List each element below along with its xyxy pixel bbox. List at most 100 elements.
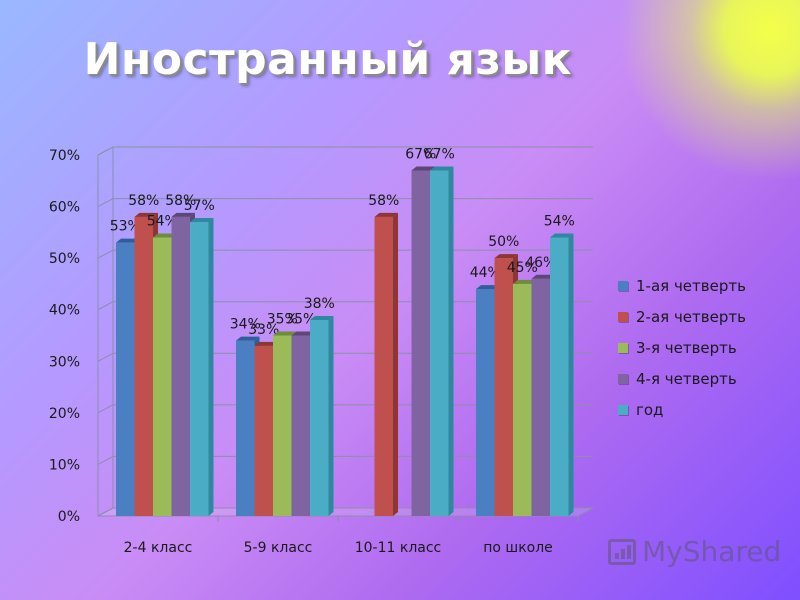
bar-side-2-3 [393,212,398,516]
legend-item-1: 1-ая четверть [618,270,746,301]
bar-side-5-4 [568,233,574,516]
data-label: 44% [470,265,501,281]
bar-top-4-2 [291,331,315,336]
data-label: 50% [488,234,519,250]
data-label: 35% [285,312,316,328]
bar-top-4-1 [171,212,195,217]
bar-1-1 [116,242,135,516]
bar-top-5-4 [550,233,574,238]
gridline-side [97,249,114,259]
y-tick-label: 0% [58,509,80,525]
legend-label-4: 4-я четверть [636,369,737,388]
bar-top-4-3 [411,166,435,171]
bar-1-2 [236,340,255,516]
data-label: 67% [424,146,455,162]
data-label: 57% [184,198,215,214]
bar-side-5-1 [208,218,214,517]
bar-side-5-3 [448,166,454,516]
presentation-board-icon [608,538,636,565]
legend-item-4: 4-я четверть [618,363,746,394]
y-tick-label: 10% [49,457,80,473]
bar-top-5-1 [190,218,214,223]
bar-top-1-4 [476,285,500,290]
data-label: 34% [230,317,261,333]
bar-2-3 [374,216,393,516]
data-label: 58% [368,193,399,209]
bar-top-2-4 [494,254,518,259]
bar-side-5-2 [328,316,334,516]
bar-2-4 [494,258,513,516]
bar-top-2-3 [374,212,398,217]
legend: 1-ая четверть 2-ая четверть 3-я четверть… [618,270,746,425]
bar-top-3-1 [153,233,177,238]
data-label: 54% [544,214,575,230]
bar-top-3-4 [513,279,537,284]
gridline-side [97,455,114,465]
x-tick-label: 5-9 класс [244,540,313,556]
bar-2-1 [134,216,153,516]
legend-swatch-2 [618,311,628,322]
data-label: 46% [525,255,556,271]
data-label: 35% [267,312,298,328]
x-tick-label: по школе [483,540,553,556]
gridline-side [97,507,114,517]
bar-4-1 [171,216,190,516]
bar-top-5-2 [310,316,334,321]
legend-swatch-3 [618,342,628,353]
gridline-side [97,352,114,362]
watermark: MyShared [608,535,781,568]
legend-swatch-1 [618,280,628,291]
bar-2-2 [254,345,273,516]
bar-top-1-2 [236,336,260,341]
data-label: 38% [304,296,335,312]
watermark-text: MyShared [642,535,782,568]
data-label: 67% [405,146,436,162]
y-tick-label: 50% [49,251,80,267]
bar-top-1-1 [116,238,140,243]
legend-label-5: год [636,400,664,419]
bar-5-4 [550,237,569,516]
bar-top-2-1 [134,212,158,217]
bar-3-1 [153,237,172,516]
data-label: 53% [110,219,141,235]
gridline-side [97,146,114,156]
x-tick-label: 2-4 класс [124,540,193,556]
y-tick-label: 30% [49,354,80,370]
data-label: 33% [248,322,279,338]
bar-3-4 [513,283,532,516]
y-tick-label: 20% [49,406,80,422]
legend-item-2: 2-ая четверть [618,301,746,332]
gridline-side [97,198,114,208]
bar-5-1 [190,222,209,517]
chart-title: Иностранный язык [83,34,572,85]
legend-item-5: год [618,394,746,425]
data-label: 54% [147,214,178,230]
bar-top-5-3 [430,166,454,171]
bar-4-3 [411,170,430,516]
bar-4-2 [291,335,310,516]
bar-top-4-4 [531,274,555,279]
legend-label-3: 3-я четверть [636,338,737,357]
legend-item-3: 3-я четверть [618,332,746,363]
bar-4-4 [531,278,550,516]
legend-swatch-4 [618,373,628,384]
data-label: 58% [128,193,159,209]
bar-5-2 [310,320,329,516]
legend-label-1: 1-ая четверть [636,276,746,295]
bar-3-2 [273,335,292,516]
bar-5-3 [430,170,449,516]
y-tick-label: 70% [49,148,80,164]
data-label: 58% [165,193,196,209]
x-tick-label: 10-11 класс [355,540,442,556]
gridline-side [97,301,114,311]
bar-1-4 [476,289,495,516]
y-tick-label: 40% [49,303,80,319]
y-tick-label: 60% [49,200,80,216]
legend-label-2: 2-ая четверть [636,307,746,326]
legend-swatch-5 [618,404,628,415]
gridline-side [97,404,114,414]
data-label: 45% [507,260,538,276]
bar-top-2-2 [254,341,278,346]
bar-top-3-2 [273,331,297,336]
